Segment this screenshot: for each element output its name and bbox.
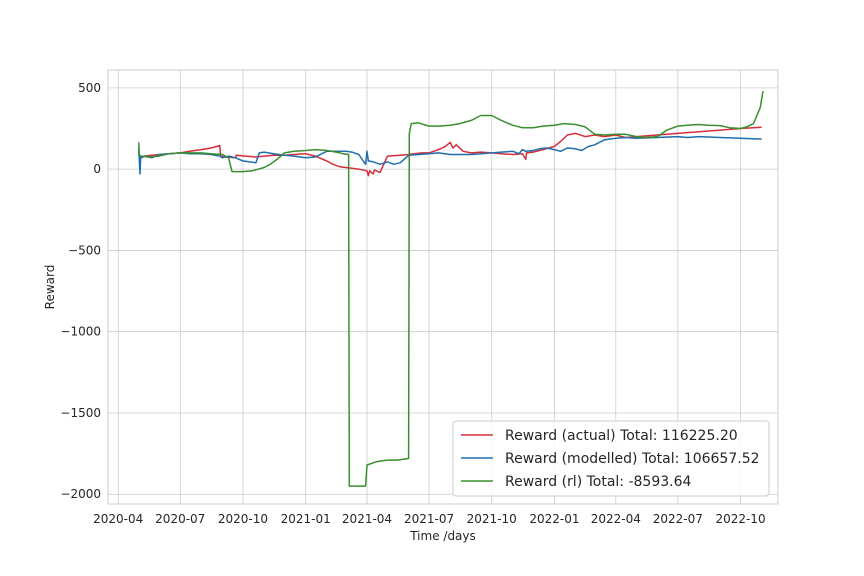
x-tick-label: 2020-07 [155,512,205,526]
x-tick-label: 2021-10 [467,512,517,526]
y-tick-label: 500 [78,81,101,95]
x-tick-label: 2021-01 [281,512,331,526]
x-tick-label: 2021-07 [404,512,454,526]
x-tick-label: 2020-10 [218,512,268,526]
y-tick-label: 0 [93,162,101,176]
y-tick-label: −1500 [60,406,101,420]
x-tick-label: 2022-01 [529,512,579,526]
x-axis-label: Time /days [409,529,476,543]
series-line-2 [137,90,764,487]
y-tick-label: −500 [68,243,101,257]
legend: Reward (actual) Total: 116225.20 Reward (… [452,420,770,497]
legend-label: Reward (rl) Total: -8593.64 [505,474,692,490]
legend-box [452,420,770,497]
y-tick-label: −1000 [60,325,101,339]
y-axis-label: Reward [43,265,57,310]
series-line-1 [137,135,762,175]
legend-label: Reward (modelled) Total: 106657.52 [505,451,760,467]
y-tick-label: −2000 [60,487,101,501]
x-tick-label: 2022-07 [653,512,703,526]
series-layer [137,90,764,487]
x-tick-label: 2020-04 [93,512,143,526]
x-tick-label: 2021-04 [342,512,392,526]
x-tick-label: 2022-10 [715,512,765,526]
x-tick-label: 2022-04 [591,512,641,526]
legend-label: Reward (actual) Total: 116225.20 [505,428,738,444]
tick-labels: 2020-04 2020-07 2020-10 2021-01 2021-04 2021-… [60,81,765,526]
